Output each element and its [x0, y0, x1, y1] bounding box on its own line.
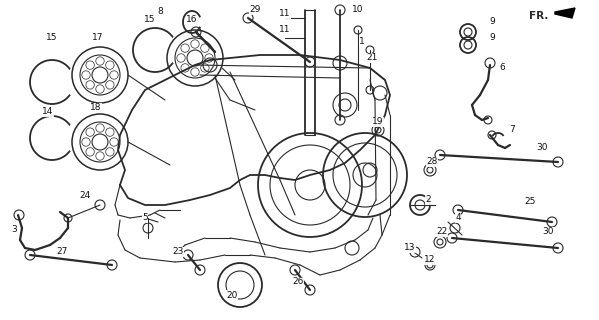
- Text: 11: 11: [279, 10, 291, 19]
- Text: 12: 12: [424, 255, 435, 265]
- Text: 18: 18: [90, 103, 102, 113]
- Text: 9: 9: [489, 18, 495, 27]
- Text: 30: 30: [542, 228, 553, 236]
- Text: FR.: FR.: [529, 11, 548, 21]
- Text: 22: 22: [437, 228, 447, 236]
- Text: 25: 25: [524, 197, 536, 206]
- Text: 4: 4: [455, 213, 461, 222]
- Text: 28: 28: [426, 157, 438, 166]
- Text: 6: 6: [499, 63, 505, 73]
- Text: 10: 10: [352, 5, 364, 14]
- Text: 15: 15: [144, 15, 156, 25]
- Text: 14: 14: [43, 108, 54, 116]
- Text: 16: 16: [186, 15, 198, 25]
- Text: 20: 20: [226, 291, 238, 300]
- Text: 24: 24: [80, 190, 90, 199]
- Text: 15: 15: [46, 34, 58, 43]
- Text: 2: 2: [425, 196, 431, 204]
- Text: 8: 8: [157, 7, 163, 17]
- Text: 9: 9: [489, 34, 495, 43]
- Text: 19: 19: [372, 117, 384, 126]
- Text: 17: 17: [92, 34, 104, 43]
- Text: 21: 21: [367, 53, 378, 62]
- Text: 26: 26: [292, 277, 304, 286]
- Text: 11: 11: [279, 26, 291, 35]
- Polygon shape: [555, 8, 575, 18]
- Text: 23: 23: [173, 247, 184, 257]
- Text: 3: 3: [11, 226, 17, 235]
- Text: 27: 27: [56, 247, 68, 257]
- Text: 13: 13: [404, 244, 416, 252]
- Text: 29: 29: [249, 5, 261, 14]
- Text: 5: 5: [142, 213, 148, 222]
- Text: 7: 7: [509, 125, 515, 134]
- Text: 30: 30: [536, 143, 547, 153]
- Text: 1: 1: [359, 37, 365, 46]
